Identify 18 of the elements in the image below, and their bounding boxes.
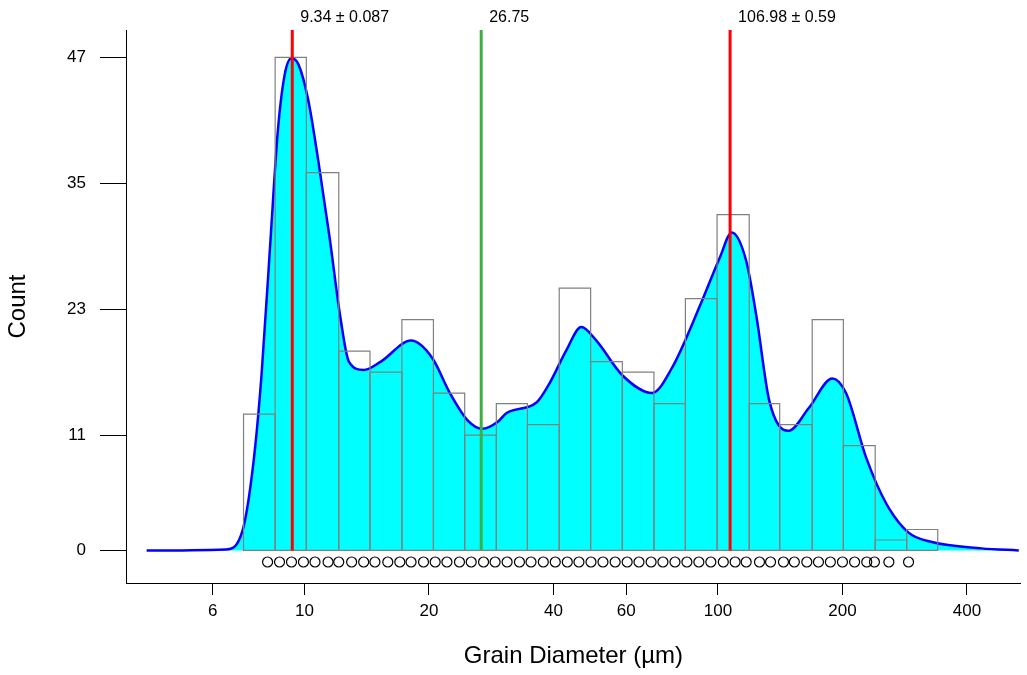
y-axis-title: Count bbox=[3, 274, 31, 339]
y-tick-label: 23 bbox=[67, 298, 86, 318]
x-tick-label: 10 bbox=[295, 600, 314, 620]
x-tick-label: 40 bbox=[543, 600, 563, 620]
x-tick-label: 6 bbox=[208, 600, 218, 620]
x-tick-label: 60 bbox=[616, 600, 636, 620]
x-tick-label: 20 bbox=[419, 600, 439, 620]
y-tick-label: 35 bbox=[67, 172, 86, 192]
x-tick-label: 100 bbox=[703, 600, 733, 620]
x-tick-label: 200 bbox=[828, 600, 857, 620]
x-axis-title: Grain Diameter (µm) bbox=[463, 641, 683, 669]
y-tick-label: 11 bbox=[68, 424, 86, 444]
ref-line-label: 26.75 bbox=[489, 8, 530, 26]
ref-line-label: 106.98 ± 0.59 bbox=[738, 8, 836, 26]
y-tick-label: 47 bbox=[67, 46, 86, 66]
x-tick-label: 400 bbox=[952, 600, 982, 620]
ref-line-label: 9.34 ± 0.087 bbox=[300, 8, 390, 26]
y-tick-label: 0 bbox=[76, 540, 86, 560]
